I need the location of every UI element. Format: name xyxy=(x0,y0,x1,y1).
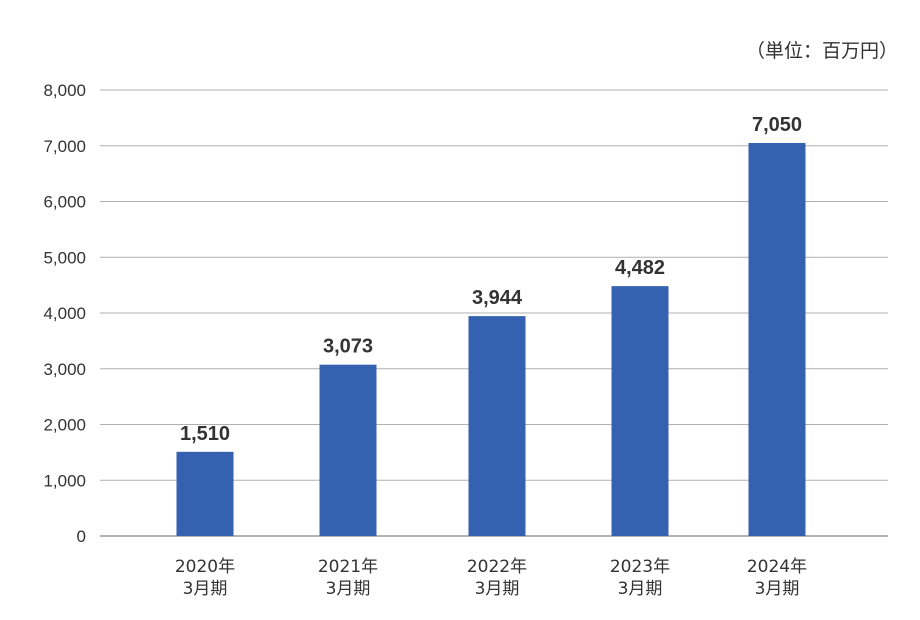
bar xyxy=(748,142,806,536)
y-tick-label: 6,000 xyxy=(43,193,86,212)
bar-data-label: 3,944 xyxy=(472,287,523,309)
y-tick-label: 1,000 xyxy=(43,471,86,490)
bar xyxy=(468,316,526,536)
y-tick-label: 5,000 xyxy=(43,248,86,267)
x-tick-label: 2024年 xyxy=(747,557,807,577)
x-tick-label: 2021年 xyxy=(318,557,378,577)
bar-data-label: 7,050 xyxy=(752,114,802,136)
y-tick-label: 7,000 xyxy=(43,137,86,156)
bar-data-label: 4,482 xyxy=(615,257,665,279)
x-tick-label: 3月期 xyxy=(618,579,663,599)
y-tick-label: 3,000 xyxy=(43,360,86,379)
y-tick-label: 0 xyxy=(77,527,86,546)
y-tick-label: 4,000 xyxy=(43,304,86,323)
y-tick-label: 8,000 xyxy=(43,81,86,100)
bar xyxy=(176,451,234,536)
unit-label: （単位：百万円） xyxy=(745,40,898,62)
x-tick-label: 3月期 xyxy=(326,579,371,599)
y-tick-label: 2,000 xyxy=(43,416,86,435)
x-tick-label: 3月期 xyxy=(475,579,520,599)
x-tick-label: 2023年 xyxy=(610,557,670,577)
x-tick-label: 2020年 xyxy=(175,557,235,577)
bar xyxy=(319,364,377,536)
x-tick-label: 3月期 xyxy=(183,579,228,599)
bar-data-label: 3,073 xyxy=(323,336,373,358)
bar xyxy=(611,286,669,536)
x-tick-label: 2022年 xyxy=(467,557,527,577)
bar-data-label: 1,510 xyxy=(180,423,230,445)
x-tick-label: 3月期 xyxy=(755,579,800,599)
